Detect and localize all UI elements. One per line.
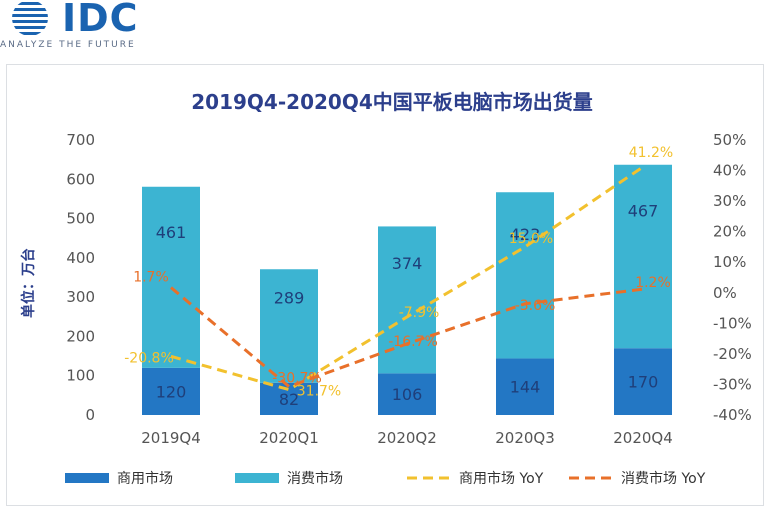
yoy-labels-layer: -20.8% 31.7% -7.9% 15.0% 41.2% 1.7% -30.7% -16.… [124, 145, 673, 400]
yoy-label-consumer: -30.7% [272, 371, 322, 387]
legend-label: 商用市场 YoY [459, 470, 544, 487]
bar-commercial [378, 373, 436, 415]
bar-consumer [496, 192, 554, 359]
y2-tick-label: 10% [713, 253, 746, 271]
bar-consumer [614, 164, 672, 349]
y-tick-label: 700 [66, 131, 95, 149]
bar-commercial [260, 382, 318, 415]
legend-label: 消费市场 YoY [621, 470, 706, 487]
y2-tick-label: -10% [713, 314, 752, 332]
line-consumer-yoy [170, 286, 644, 389]
bar-label-commercial: 120 [156, 382, 187, 401]
y2-tick-label: 30% [713, 192, 746, 210]
x-tick-label: 2019Q4 [141, 429, 201, 447]
yoy-label-consumer: 1.7% [133, 270, 169, 286]
y2-tick-label: -40% [713, 406, 752, 424]
yoy-label-commercial: 41.2% [629, 145, 673, 161]
y-tick-label: 400 [66, 249, 95, 267]
right-axis-ticks: -40% -30% -20% -10% 0% 10% 20% 30% 40% 50% [713, 131, 752, 424]
y-tick-label: 500 [66, 210, 95, 228]
logo-wordmark: IDC [62, 0, 139, 40]
bar-commercial [614, 348, 672, 415]
bar-label-commercial: 106 [392, 385, 423, 404]
bar-consumer [142, 186, 200, 368]
y-tick-label: 200 [66, 327, 95, 345]
x-tick-label: 2020Q3 [495, 429, 555, 447]
logo-tagline: ANALYZE THE FUTURE [0, 40, 136, 50]
legend-label: 商用市场 [117, 470, 173, 487]
y2-tick-label: -20% [713, 345, 752, 363]
chart-legend: 商用市场 消费市场 商用市场 YoY 消费市场 YoY [65, 470, 706, 487]
bar-consumer [378, 226, 436, 374]
bar-label-commercial: 144 [510, 378, 541, 397]
left-axis-ticks: 0 100 200 300 400 500 600 700 [66, 131, 95, 424]
bar-label-consumer: 461 [156, 223, 187, 242]
bar-label-consumer: 289 [274, 289, 305, 308]
y-tick-label: 0 [85, 406, 95, 424]
legend-swatch [235, 473, 279, 483]
bar-label-consumer: 467 [628, 202, 659, 221]
y-tick-label: 300 [66, 288, 95, 306]
y2-tick-label: 20% [713, 223, 746, 241]
globe-icon [12, 2, 48, 35]
bar-labels-layer: 120 461 82 289 106 374 144 423 170 467 [156, 202, 659, 409]
y-tick-label: 100 [66, 367, 95, 385]
yoy-label-commercial: -7.9% [399, 305, 440, 321]
yoy-label-commercial: -20.8% [124, 350, 174, 366]
yoy-label-consumer: -3.6% [515, 298, 556, 314]
yoy-label-commercial: 31.7% [297, 384, 341, 400]
bar-label-consumer: 423 [510, 225, 541, 244]
y2-tick-label: 50% [713, 131, 746, 149]
y2-tick-label: 40% [713, 162, 746, 180]
idc-logo: IDC ANALYZE THE FUTURE [0, 0, 200, 60]
bar-label-commercial: 82 [279, 390, 299, 409]
shipment-chart: 2019Q4-2020Q4中国平板电脑市场出货量 单位：万台 0 100 200 30… [20, 90, 752, 487]
yoy-lines-layer [170, 165, 644, 392]
yoy-label-consumer: -16.7% [388, 334, 438, 350]
y2-tick-label: 0% [713, 284, 737, 302]
x-tick-label: 2020Q1 [259, 429, 319, 447]
legend-label: 消费市场 [287, 470, 343, 487]
chart-title: 2019Q4-2020Q4中国平板电脑市场出货量 [191, 90, 592, 114]
line-commercial-yoy [170, 165, 644, 392]
x-tick-label: 2020Q4 [613, 429, 673, 447]
y2-tick-label: -30% [713, 375, 752, 393]
bar-label-commercial: 170 [628, 373, 659, 392]
bars-layer [142, 164, 672, 415]
yoy-label-consumer: 1.2% [635, 275, 671, 291]
y-tick-label: 600 [66, 170, 95, 188]
x-axis-ticks: 2019Q4 2020Q1 2020Q2 2020Q3 2020Q4 [141, 429, 673, 447]
bar-commercial [496, 358, 554, 415]
bar-commercial [142, 367, 200, 415]
bar-consumer [260, 269, 318, 383]
legend-swatch [65, 473, 109, 483]
bar-label-consumer: 374 [392, 254, 423, 273]
y-axis-label: 单位：万台 [20, 248, 37, 318]
yoy-label-commercial: 15.0% [509, 231, 553, 247]
x-tick-label: 2020Q2 [377, 429, 437, 447]
chart-panel: 2019Q4-2020Q4中国平板电脑市场出货量 单位：万台 0 100 200 30… [6, 64, 764, 506]
